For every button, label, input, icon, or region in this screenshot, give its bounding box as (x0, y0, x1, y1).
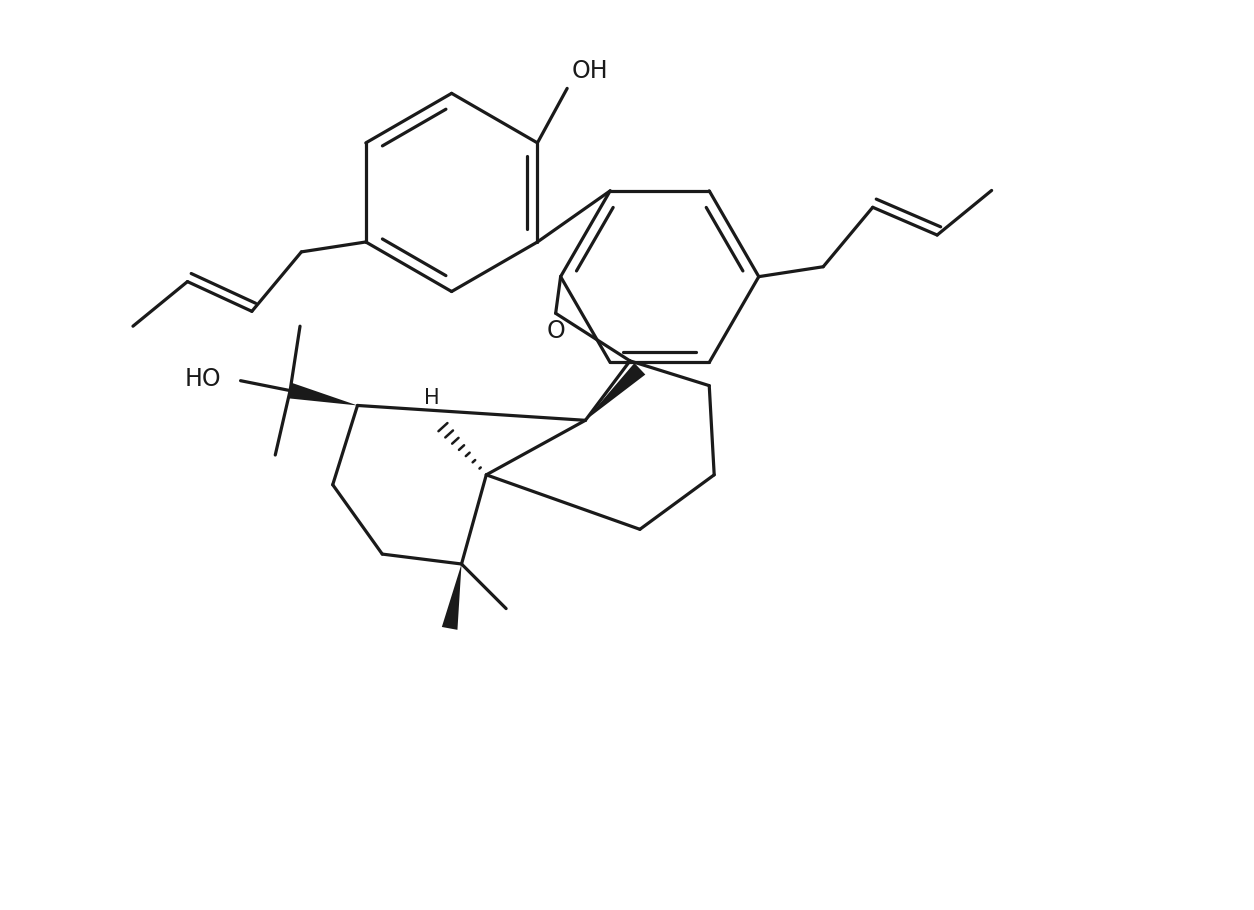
Polygon shape (288, 383, 357, 406)
Polygon shape (586, 363, 646, 420)
Text: OH: OH (572, 59, 608, 84)
Text: H: H (424, 389, 440, 409)
Polygon shape (441, 564, 461, 630)
Text: HO: HO (184, 367, 221, 390)
Text: O: O (547, 319, 566, 343)
